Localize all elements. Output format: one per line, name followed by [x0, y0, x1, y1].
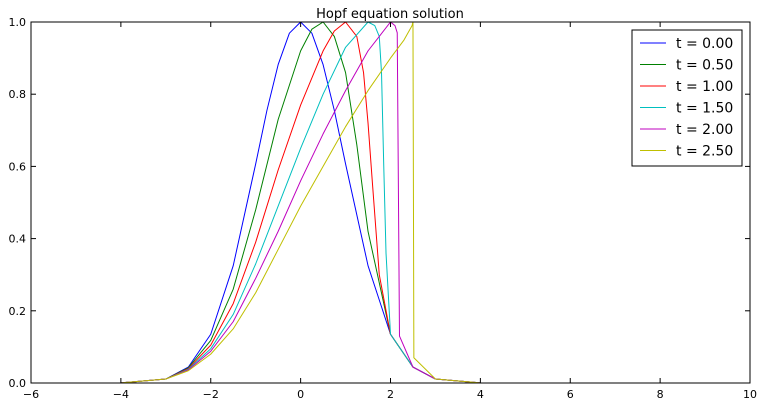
x-tick-label: 6 — [567, 388, 574, 401]
legend-label-2: t = 1.00 — [676, 79, 733, 95]
y-tick-label: 0.6 — [9, 160, 27, 173]
legend: t = 0.00 t = 0.50 t = 1.00 t = 1.50 t = 2.00… — [631, 29, 743, 167]
x-tick-label: 4 — [477, 388, 484, 401]
legend-label-1: t = 0.50 — [676, 58, 733, 74]
y-axis: 0.0 0.2 0.4 0.6 0.8 1.0 — [9, 16, 750, 390]
x-tick-label: −4 — [113, 388, 129, 401]
y-tick-label: 1.0 — [9, 16, 27, 29]
x-tick-label: −2 — [203, 388, 219, 401]
y-tick-label: 0.2 — [9, 305, 27, 318]
x-axis: −6 −4 −2 0 2 4 6 8 10 — [23, 22, 757, 401]
legend-box — [631, 29, 743, 167]
x-tick-label: 2 — [387, 388, 394, 401]
x-tick-label: −6 — [23, 388, 39, 401]
legend-label-4: t = 2.00 — [676, 122, 733, 138]
y-tick-label: 0.4 — [9, 233, 27, 246]
legend-label-3: t = 1.50 — [676, 101, 733, 117]
x-tick-label: 0 — [297, 388, 304, 401]
legend-label-0: t = 0.00 — [676, 36, 733, 52]
x-tick-label: 10 — [743, 388, 757, 401]
x-tick-label: 8 — [657, 388, 664, 401]
chart-title: Hopf equation solution — [316, 7, 464, 22]
y-tick-label: 0.0 — [9, 377, 27, 390]
y-tick-label: 0.8 — [9, 88, 27, 101]
legend-label-5: t = 2.50 — [676, 144, 733, 160]
